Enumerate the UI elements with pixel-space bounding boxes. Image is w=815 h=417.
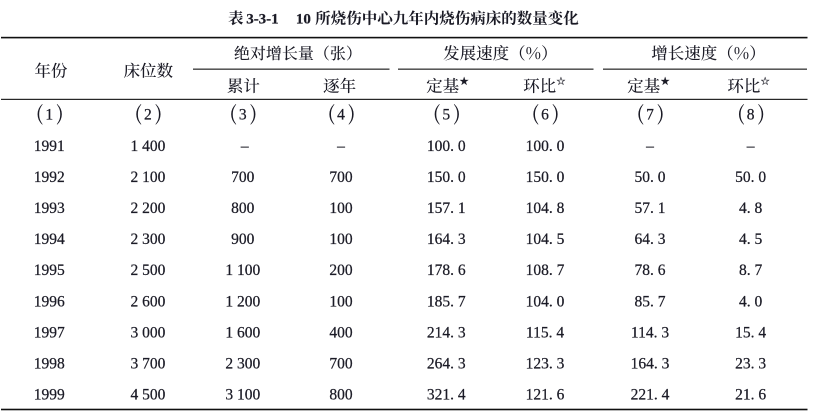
svg-text:321. 4: 321. 4 [427,387,466,404]
svg-text:23. 3: 23. 3 [735,356,766,373]
svg-text:164. 3: 164. 3 [631,356,670,373]
svg-text:–: – [240,138,249,155]
svg-text:50. 0: 50. 0 [635,169,666,186]
svg-text:150. 0: 150. 0 [526,169,565,186]
svg-text:–: – [336,138,345,155]
svg-text:700: 700 [329,356,353,373]
svg-text:4 500: 4 500 [130,387,165,404]
svg-text:3-3-1: 3-3-1 [246,12,279,28]
svg-text:700: 700 [329,169,353,186]
svg-text:2: 2 [144,106,152,123]
svg-text:108. 7: 108. 7 [526,262,565,279]
svg-text:2 300: 2 300 [225,356,260,373]
svg-text:104. 5: 104. 5 [526,231,565,248]
svg-text:115. 4: 115. 4 [526,324,564,341]
svg-text:1998: 1998 [34,356,65,373]
svg-text:4. 5: 4. 5 [739,231,763,248]
svg-text:1999: 1999 [34,387,65,404]
svg-text:200: 200 [329,262,353,279]
svg-text:–: – [746,138,755,155]
svg-text:1995: 1995 [34,262,65,279]
svg-text:400: 400 [329,324,353,341]
svg-text:85. 7: 85. 7 [635,293,666,310]
svg-text:100: 100 [329,293,353,310]
svg-text:3 000: 3 000 [130,324,165,341]
svg-text:1 100: 1 100 [225,262,260,279]
svg-text:1994: 1994 [34,231,65,248]
svg-text:121. 6: 121. 6 [526,387,565,404]
svg-text:214. 3: 214. 3 [427,324,466,341]
svg-text:3: 3 [239,106,247,123]
svg-text:700: 700 [231,169,255,186]
svg-text:123. 3: 123. 3 [526,356,565,373]
svg-text:10: 10 [296,12,311,28]
svg-text:4. 8: 4. 8 [739,200,763,217]
svg-text:4. 0: 4. 0 [739,293,763,310]
svg-text:7: 7 [646,106,654,123]
svg-text:100: 100 [329,231,353,248]
svg-text:1991: 1991 [34,138,65,155]
svg-text:1: 1 [45,106,53,123]
svg-text:78. 6: 78. 6 [635,262,666,279]
svg-text:178. 6: 178. 6 [427,262,466,279]
svg-text:157. 1: 157. 1 [427,200,466,217]
svg-text:1 400: 1 400 [130,138,165,155]
svg-text:57. 1: 57. 1 [635,200,666,217]
svg-text:2 500: 2 500 [130,262,165,279]
svg-text:2 600: 2 600 [130,293,165,310]
svg-text:1997: 1997 [34,324,65,341]
svg-text:1992: 1992 [34,169,65,186]
svg-text:–: – [645,138,654,155]
svg-text:100. 0: 100. 0 [526,138,565,155]
svg-text:800: 800 [329,387,353,404]
svg-text:800: 800 [231,200,255,217]
svg-text:221. 4: 221. 4 [631,387,670,404]
svg-text:150. 0: 150. 0 [427,169,466,186]
svg-text:1993: 1993 [34,200,65,217]
svg-text:100: 100 [329,200,353,217]
svg-text:104. 0: 104. 0 [526,293,565,310]
svg-text:164. 3: 164. 3 [427,231,466,248]
svg-text:64. 3: 64. 3 [635,231,666,248]
svg-text:5: 5 [442,106,450,123]
svg-text:8: 8 [747,106,755,123]
svg-text:50. 0: 50. 0 [735,169,766,186]
svg-text:1 600: 1 600 [225,324,260,341]
svg-text:1996: 1996 [34,293,65,310]
svg-text:15. 4: 15. 4 [735,324,766,341]
svg-text:2 200: 2 200 [130,200,165,217]
svg-text:264. 3: 264. 3 [427,356,466,373]
svg-text:3 700: 3 700 [130,356,165,373]
svg-text:114. 3: 114. 3 [631,324,669,341]
svg-text:21. 6: 21. 6 [735,387,766,404]
svg-text:3 100: 3 100 [225,387,260,404]
svg-text:1 200: 1 200 [225,293,260,310]
svg-text:104. 8: 104. 8 [526,200,565,217]
svg-text:4: 4 [337,106,345,123]
svg-text:185. 7: 185. 7 [427,293,466,310]
svg-text:2 300: 2 300 [130,231,165,248]
svg-text:2 100: 2 100 [130,169,165,186]
svg-text:100. 0: 100. 0 [427,138,466,155]
svg-text:900: 900 [231,231,255,248]
svg-text:8. 7: 8. 7 [739,262,763,279]
svg-text:6: 6 [541,106,549,123]
